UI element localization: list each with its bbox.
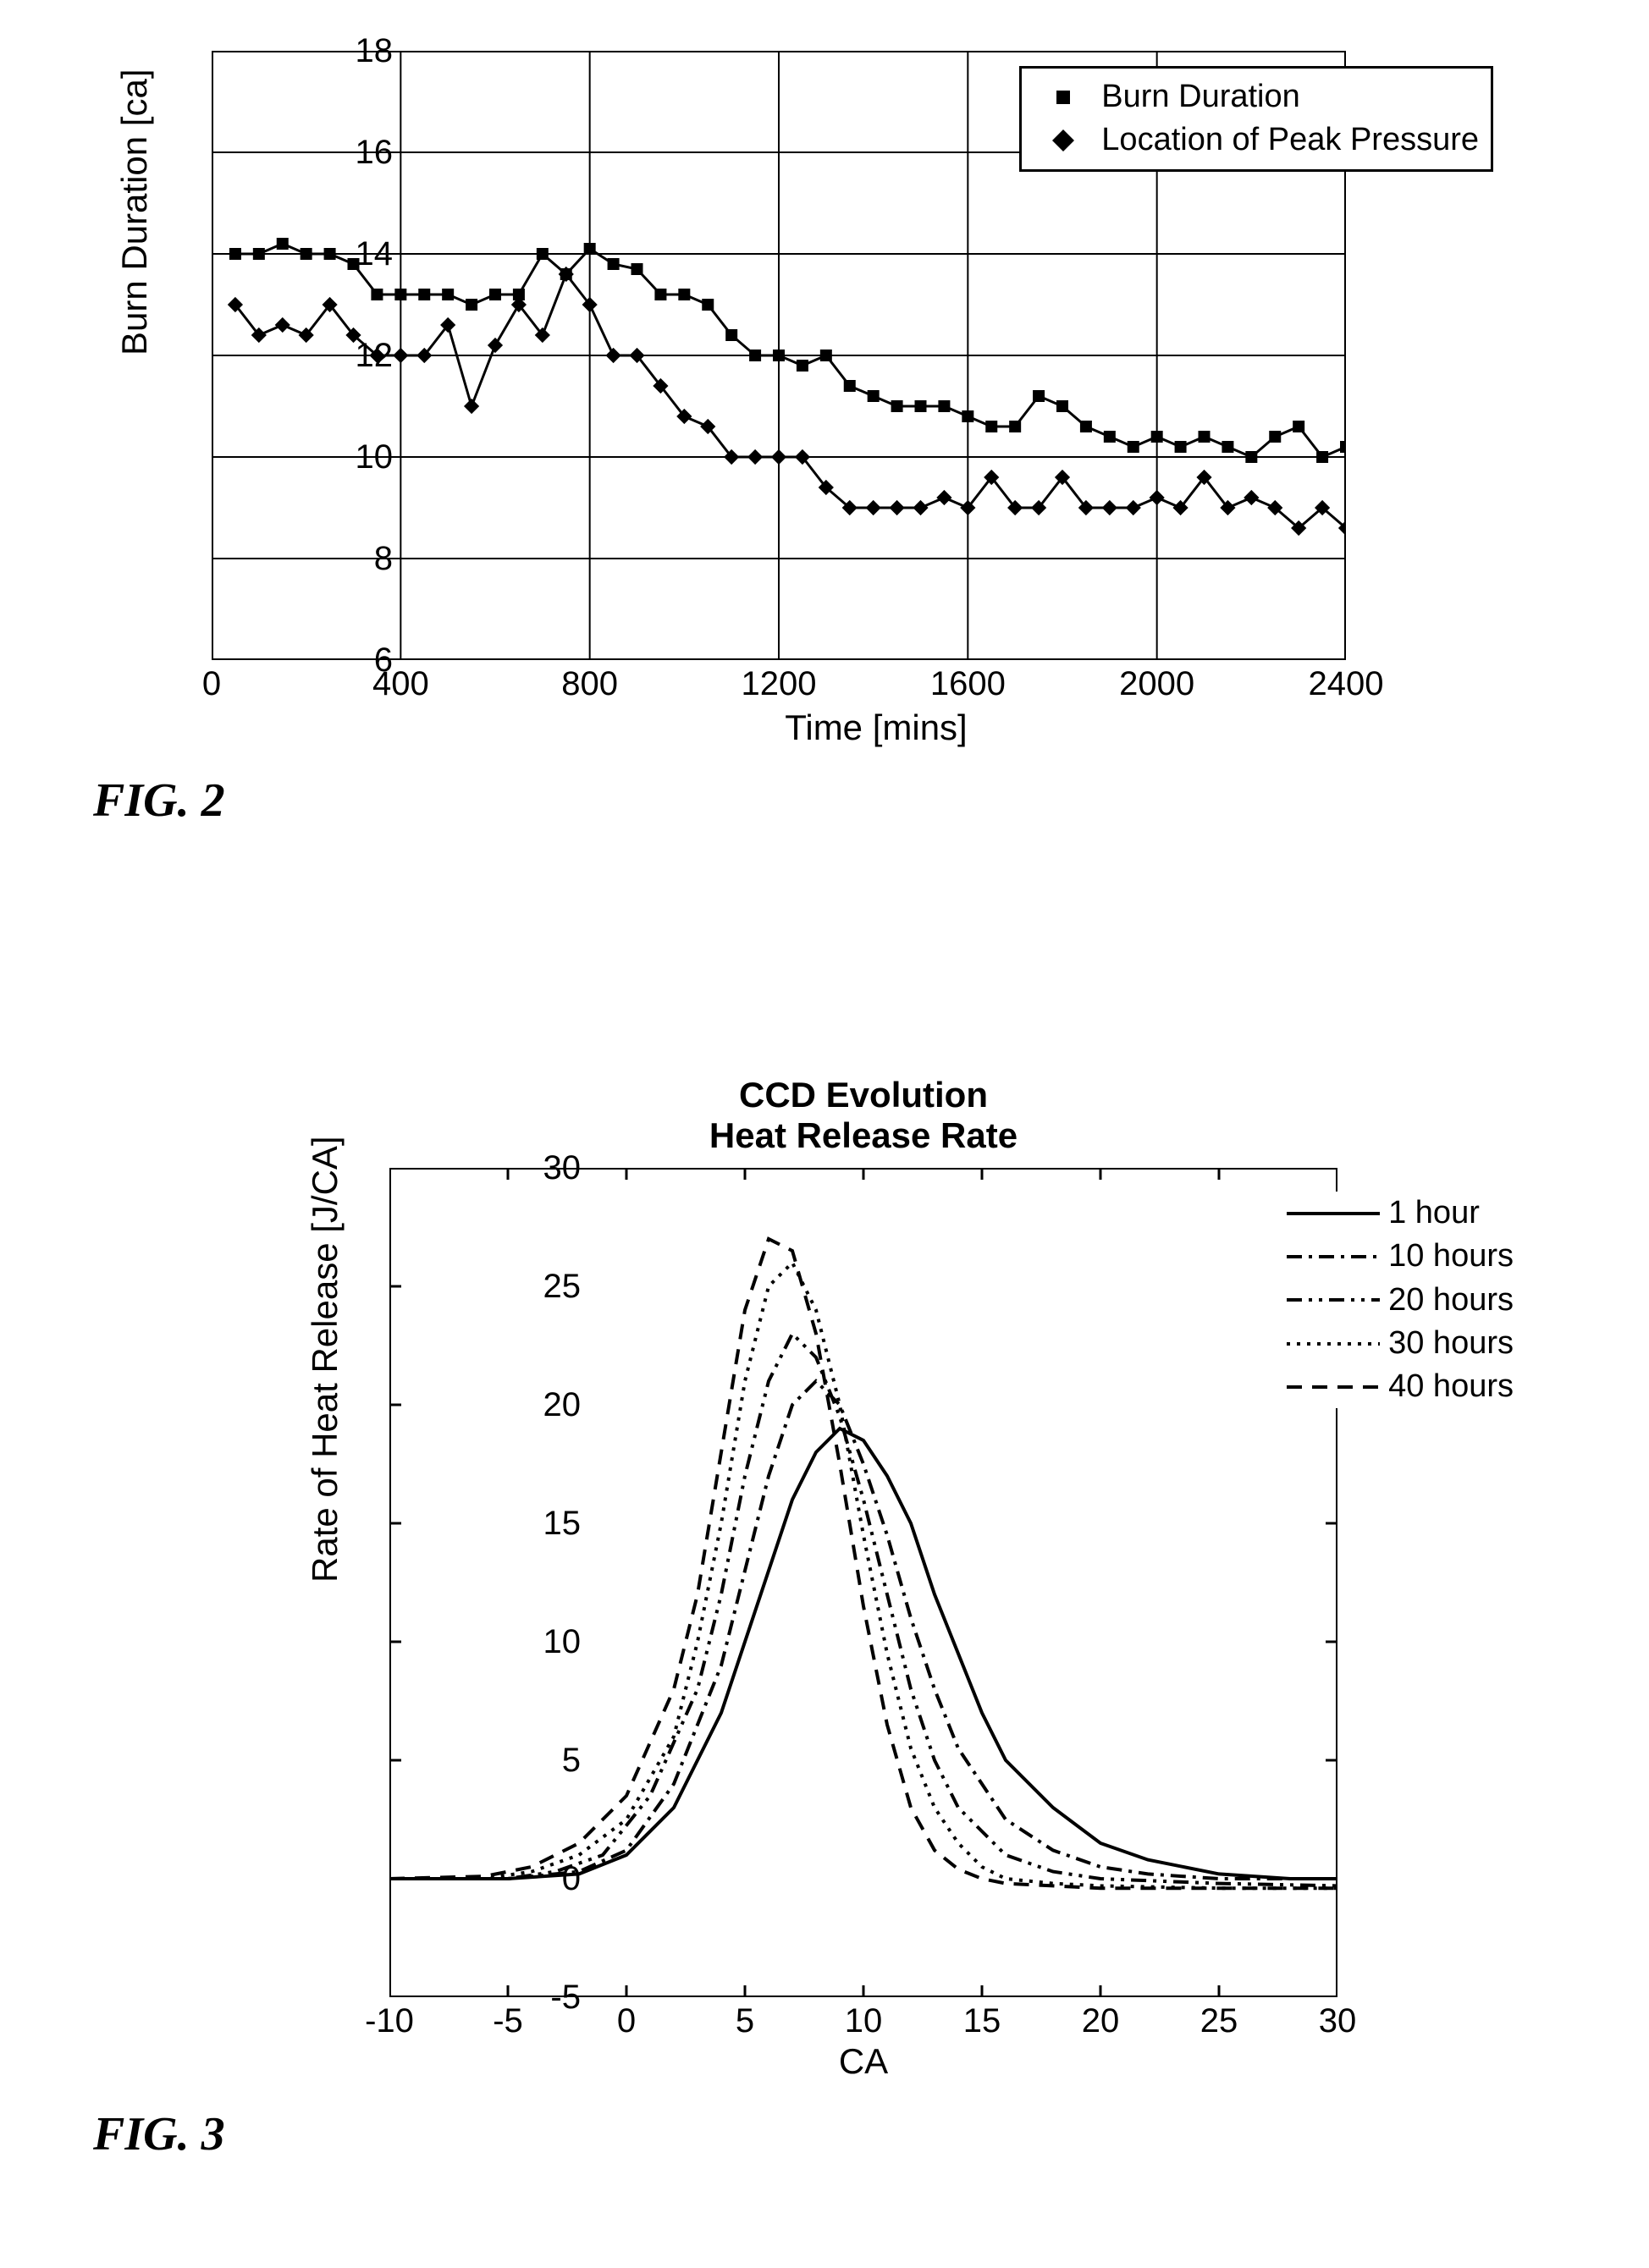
fig3-xlabel: CA [389, 2041, 1337, 2082]
fig2-legend-item: Location of Peak Pressure [1034, 118, 1479, 162]
fig2-label: FIG. 2 [93, 773, 1541, 828]
fig2-xtick: 400 [358, 665, 443, 703]
legend-label: 1 hour [1388, 1192, 1480, 1235]
legend-label: 10 hours [1388, 1235, 1514, 1278]
figure-2: Burn Duration [ca] 681012141618 Burn Dur… [85, 51, 1541, 828]
fig2-xtick: 1600 [925, 665, 1010, 703]
fig3-xtick: -10 [356, 2002, 423, 2040]
line-sample-icon [1287, 1287, 1380, 1313]
fig3-xtick: 30 [1304, 2002, 1371, 2040]
line-sample-icon [1287, 1201, 1380, 1226]
fig2-xtick: 800 [548, 665, 632, 703]
fig2-ylabel: Burn Duration [ca] [114, 69, 155, 355]
fig2-xtick: 2400 [1304, 665, 1388, 703]
fig3-ytick: 20 [521, 1386, 581, 1424]
fig3-ytick: 25 [521, 1268, 581, 1306]
fig3-xtick: -5 [474, 2002, 542, 2040]
line-sample-icon [1287, 1331, 1380, 1357]
fig3-xtick: 5 [711, 2002, 779, 2040]
fig3-title1: CCD Evolution [389, 1075, 1337, 1115]
legend-label: 30 hours [1388, 1322, 1514, 1365]
fig3-label: FIG. 3 [93, 2107, 1541, 2161]
fig2-xtick: 0 [169, 665, 254, 703]
line-sample-icon [1287, 1374, 1380, 1400]
fig2-xlabel: Time [mins] [212, 707, 1541, 748]
fig2-legend: Burn DurationLocation of Peak Pressure [1019, 66, 1493, 172]
fig3-chart-wrap: Rate of Heat Release [J/CA] -50510152025… [389, 1168, 1541, 2082]
fig2-xtick: 1200 [736, 665, 821, 703]
fig2-ytick: 8 [325, 540, 393, 578]
fig3-ytick: 0 [521, 1860, 581, 1898]
legend-label: 40 hours [1388, 1365, 1514, 1408]
diamond-marker-icon [1034, 128, 1093, 153]
fig2-xtick: 2000 [1115, 665, 1200, 703]
fig3-xtick: 0 [593, 2002, 660, 2040]
fig2-ytick: 16 [325, 134, 393, 172]
fig2-ytick: 14 [325, 235, 393, 273]
fig3-ylabel: Rate of Heat Release [J/CA] [305, 1136, 345, 1583]
fig2-legend-item: Burn Duration [1034, 75, 1479, 118]
legend-label: 20 hours [1388, 1279, 1514, 1322]
fig3-legend-item: 10 hours [1287, 1235, 1514, 1278]
fig3-xtick: 10 [830, 2002, 897, 2040]
fig3-legend: 1 hour10 hours20 hours30 hours40 hours [1287, 1192, 1514, 1408]
fig3-legend-item: 30 hours [1287, 1322, 1514, 1365]
fig3-legend-item: 1 hour [1287, 1192, 1514, 1235]
fig3-ytick: 10 [521, 1623, 581, 1661]
fig3-xtick: 15 [948, 2002, 1016, 2040]
fig3-legend-item: 40 hours [1287, 1365, 1514, 1408]
square-marker-icon [1034, 85, 1093, 110]
fig3-ytick: 15 [521, 1505, 581, 1543]
fig3-xtick: 25 [1185, 2002, 1253, 2040]
fig2-ytick: 18 [325, 32, 393, 70]
fig2-ytick: 12 [325, 337, 393, 375]
fig3-legend-item: 20 hours [1287, 1279, 1514, 1322]
figure-3: CCD Evolution Heat Release Rate Rate of … [85, 1075, 1541, 2161]
line-sample-icon [1287, 1244, 1380, 1269]
fig3-xtick: 20 [1067, 2002, 1134, 2040]
fig3-ytick: 30 [521, 1149, 581, 1187]
fig2-ytick: 10 [325, 438, 393, 476]
legend-label: Location of Peak Pressure [1101, 118, 1479, 162]
fig2-chart-wrap: Burn Duration [ca] 681012141618 Burn Dur… [212, 51, 1541, 748]
fig3-ytick: 5 [521, 1742, 581, 1780]
legend-label: Burn Duration [1101, 75, 1299, 118]
